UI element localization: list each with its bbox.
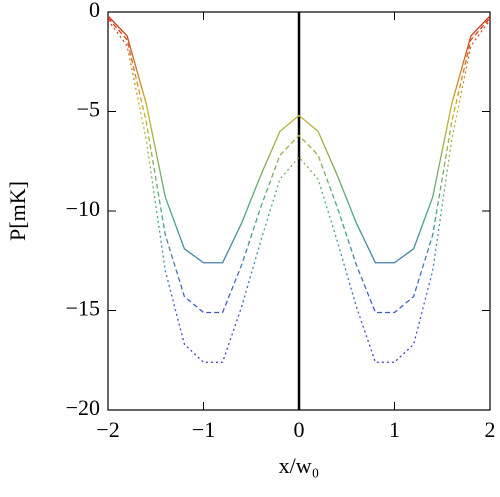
y-tick-label: −20 xyxy=(66,395,100,420)
y-tick-label: −5 xyxy=(77,97,100,122)
curve xyxy=(107,19,491,363)
y-tick-label: −10 xyxy=(66,196,100,221)
curve xyxy=(107,15,491,264)
y-axis-label: P[mK] xyxy=(5,181,30,241)
y-tick-label: −15 xyxy=(66,296,100,321)
curve xyxy=(107,17,491,314)
x-tick-label: 1 xyxy=(389,417,400,442)
x-tick-label: 0 xyxy=(294,417,305,442)
y-tick-label: 0 xyxy=(89,0,100,22)
x-tick-label: −1 xyxy=(192,417,215,442)
x-axis-label: x/w₀ xyxy=(279,453,320,478)
x-tick-label: −2 xyxy=(96,417,119,442)
x-tick-label: 2 xyxy=(485,417,496,442)
